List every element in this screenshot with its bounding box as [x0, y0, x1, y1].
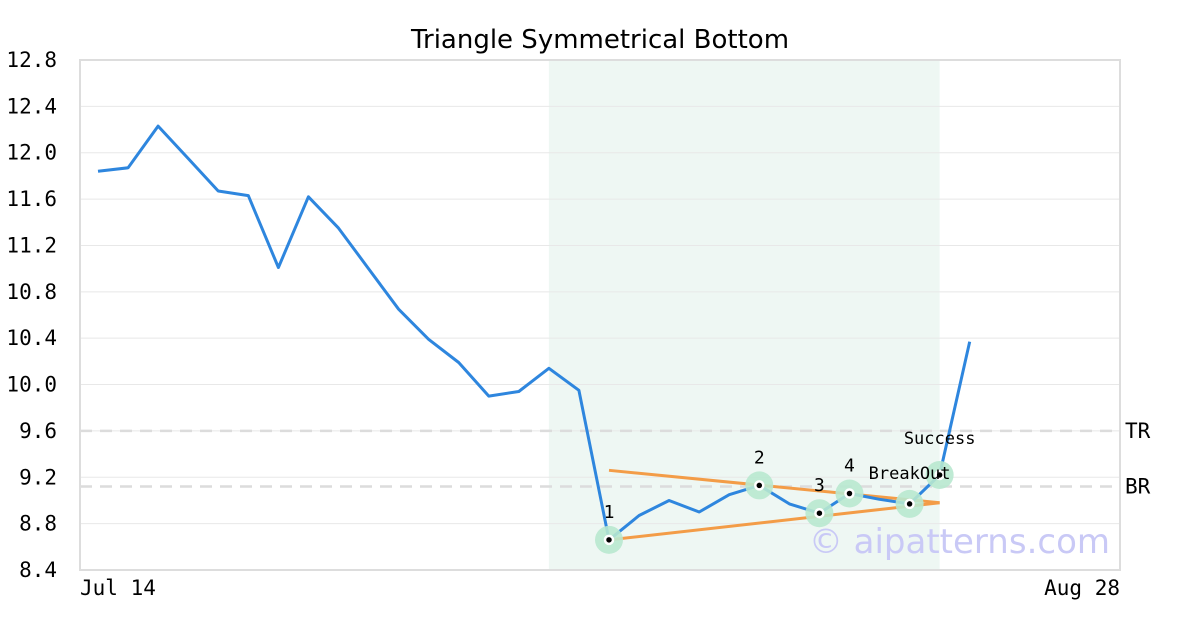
pattern-point [814, 507, 825, 519]
y-tick-label: 12.0 [6, 141, 57, 165]
x-tick-label: Jul 14 [80, 576, 156, 600]
pattern-point [754, 480, 765, 491]
pattern-point [603, 534, 615, 546]
y-tick-label: 10.4 [6, 326, 57, 350]
watermark: © aipatterns.com [809, 522, 1110, 562]
y-tick-label: 10.0 [6, 373, 57, 397]
y-tick-label: 8.8 [19, 512, 57, 536]
pattern-point-label: 3 [814, 475, 825, 496]
y-tick-label: 11.2 [6, 233, 57, 257]
x-axis-ticks: Jul 14 Aug 28 [80, 576, 1120, 600]
y-tick-label: 12.8 [6, 48, 57, 72]
pattern-point [934, 469, 945, 481]
pattern-point-label: 4 [844, 456, 855, 477]
y-tick-label: 11.6 [6, 187, 57, 211]
chart-title: Triangle Symmetrical Bottom [410, 25, 789, 55]
x-tick-label: Aug 28 [1044, 576, 1120, 600]
trend-lines [608, 468, 940, 542]
annotation-breakout: BreakOut [869, 464, 951, 484]
y-tick-label: 12.4 [6, 94, 57, 118]
annotations: Success BreakOut [869, 429, 976, 484]
pattern-point [844, 488, 855, 499]
pattern-region-layer [548, 60, 940, 570]
y-axis-ticks: 12.8 12.4 12.0 11.6 11.2 10.8 10.4 10.0 9.6 9.2 8.… [6, 48, 57, 582]
y-tick-label: 8.4 [19, 558, 57, 582]
trend-line [608, 501, 940, 542]
pattern-point-label: 1 [604, 502, 615, 523]
annotation-success: Success [904, 429, 976, 449]
y-tick-label: 9.6 [19, 419, 57, 443]
trend-line [608, 468, 940, 505]
y-tick-label: 9.2 [19, 465, 57, 489]
pattern-point [904, 498, 915, 510]
pattern-points: 1 2 34 [595, 447, 954, 554]
plot-frame [79, 59, 1121, 571]
reference-label-tr: TR [1125, 419, 1151, 443]
y-tick-label: 10.8 [6, 280, 57, 304]
pattern-point-label: 2 [754, 447, 765, 468]
reference-label-br: BR [1125, 475, 1151, 499]
pattern-region [548, 60, 940, 570]
